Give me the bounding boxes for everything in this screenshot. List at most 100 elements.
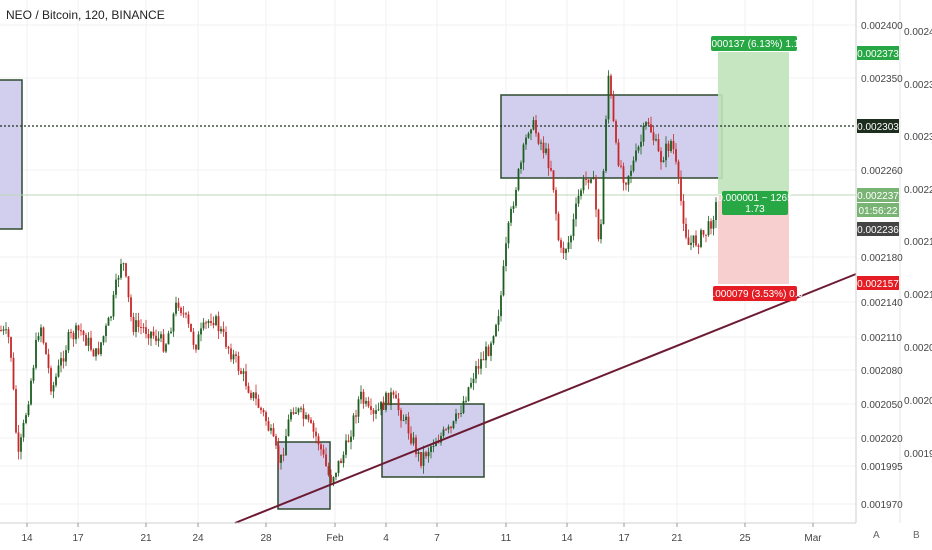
candle-body bbox=[100, 342, 102, 355]
candle-body bbox=[125, 263, 127, 277]
candle-body bbox=[507, 222, 510, 244]
candle-body bbox=[600, 224, 602, 240]
price-tick-label: 0.002110 bbox=[861, 333, 902, 344]
candle-body bbox=[70, 331, 72, 333]
candle-body bbox=[500, 295, 502, 317]
candle-body bbox=[27, 404, 30, 416]
candle-body bbox=[665, 143, 667, 161]
zone-box-left[interactable] bbox=[0, 79, 23, 230]
candle-body bbox=[82, 330, 85, 335]
log-scale-button[interactable]: B bbox=[913, 530, 920, 541]
candle-body bbox=[57, 365, 60, 377]
candle-body bbox=[152, 331, 155, 336]
candle-body bbox=[410, 433, 412, 444]
candle-body bbox=[430, 446, 432, 452]
candle-body bbox=[52, 385, 55, 392]
candle-body bbox=[477, 366, 480, 369]
candle-body bbox=[592, 177, 595, 180]
candle-body bbox=[17, 432, 20, 452]
svg-text:1.73: 1.73 bbox=[745, 204, 765, 215]
candle-body bbox=[572, 219, 575, 237]
candle-body bbox=[577, 195, 580, 204]
candle-body bbox=[335, 472, 337, 478]
candle-body bbox=[590, 179, 592, 183]
candle-body bbox=[640, 141, 642, 147]
candle-body bbox=[475, 366, 477, 379]
candle-body bbox=[105, 325, 107, 337]
candle-body bbox=[187, 314, 190, 324]
price-tick-label: 0.002180 bbox=[861, 253, 903, 264]
candle-body bbox=[277, 445, 280, 463]
candle-body bbox=[372, 409, 375, 414]
candle-body bbox=[202, 322, 205, 329]
candle-body bbox=[250, 392, 252, 399]
secondary-price-axis[interactable]: 0.0024 0.0023 0.0023 0.0022 0.0021 0.0021 0.00… bbox=[904, 27, 932, 460]
zone-box-2[interactable] bbox=[381, 403, 485, 478]
candle-body bbox=[595, 177, 597, 210]
candle-body bbox=[510, 208, 512, 223]
candle-body bbox=[462, 400, 465, 413]
level-price-tag: 0.002303 bbox=[857, 119, 899, 133]
candle-body bbox=[290, 412, 292, 420]
svg-text:0.002157: 0.002157 bbox=[857, 279, 899, 290]
candle-body bbox=[442, 429, 445, 436]
candle-body bbox=[237, 355, 240, 371]
candle-body bbox=[355, 415, 357, 417]
candle-body bbox=[92, 349, 95, 357]
candle-body bbox=[270, 428, 272, 431]
candle-body bbox=[247, 386, 250, 393]
candle-body bbox=[520, 162, 522, 169]
time-tick-label: 14 bbox=[561, 533, 573, 544]
candle-body bbox=[362, 391, 365, 404]
candle-body bbox=[672, 141, 675, 150]
candle-body bbox=[607, 75, 610, 120]
candle-body bbox=[7, 329, 10, 338]
candle-body bbox=[610, 75, 612, 96]
secondary-tick-label: 0.0020 bbox=[904, 396, 932, 407]
candle-body bbox=[42, 327, 45, 343]
candle-body bbox=[77, 325, 80, 331]
profit-zone[interactable] bbox=[718, 52, 789, 196]
price-tick-label: 0.002350 bbox=[861, 74, 903, 85]
time-tick-label: 25 bbox=[739, 533, 751, 544]
candle-body bbox=[275, 436, 277, 446]
candle-body bbox=[22, 422, 25, 438]
candle-body bbox=[405, 416, 407, 421]
zone-box-3[interactable] bbox=[500, 94, 723, 179]
trendline[interactable] bbox=[234, 273, 857, 524]
candle-body bbox=[702, 230, 705, 235]
candle-body bbox=[177, 302, 180, 308]
candle-body bbox=[437, 442, 440, 444]
candle-body bbox=[87, 337, 90, 346]
candle-body bbox=[582, 178, 585, 191]
candle-body bbox=[5, 329, 7, 331]
candle-body bbox=[502, 266, 505, 296]
price-tick-label: 0.002260 bbox=[861, 166, 903, 177]
secondary-tick-label: 0.0023 bbox=[904, 132, 932, 143]
candle-body bbox=[205, 322, 207, 324]
candle-body bbox=[485, 346, 487, 361]
candle-body bbox=[412, 437, 415, 444]
price-axis[interactable]: 0.002400 0.002350 0.002260 0.002180 0.002140… bbox=[861, 21, 903, 511]
candle-body bbox=[65, 350, 67, 362]
candle-body bbox=[512, 205, 515, 209]
candle-body bbox=[50, 368, 52, 392]
auto-scale-button[interactable]: A bbox=[873, 530, 880, 541]
price-tick-label: 0.001970 bbox=[861, 500, 903, 511]
candle-body bbox=[647, 122, 650, 125]
candle-body bbox=[417, 451, 420, 455]
candle-body bbox=[360, 391, 362, 400]
candle-body bbox=[337, 460, 340, 473]
candle-body bbox=[257, 398, 260, 408]
candle-body bbox=[667, 143, 670, 152]
candle-body bbox=[680, 176, 682, 201]
candle-body bbox=[97, 348, 100, 355]
candle-body bbox=[602, 171, 605, 225]
candle-body bbox=[30, 380, 32, 405]
candle-body bbox=[102, 336, 105, 343]
candle-body bbox=[395, 394, 397, 399]
time-axis[interactable]: 14 17 21 24 28 Feb 4 7 11 14 17 21 25 Mar bbox=[21, 523, 822, 544]
candle-body bbox=[340, 460, 342, 464]
